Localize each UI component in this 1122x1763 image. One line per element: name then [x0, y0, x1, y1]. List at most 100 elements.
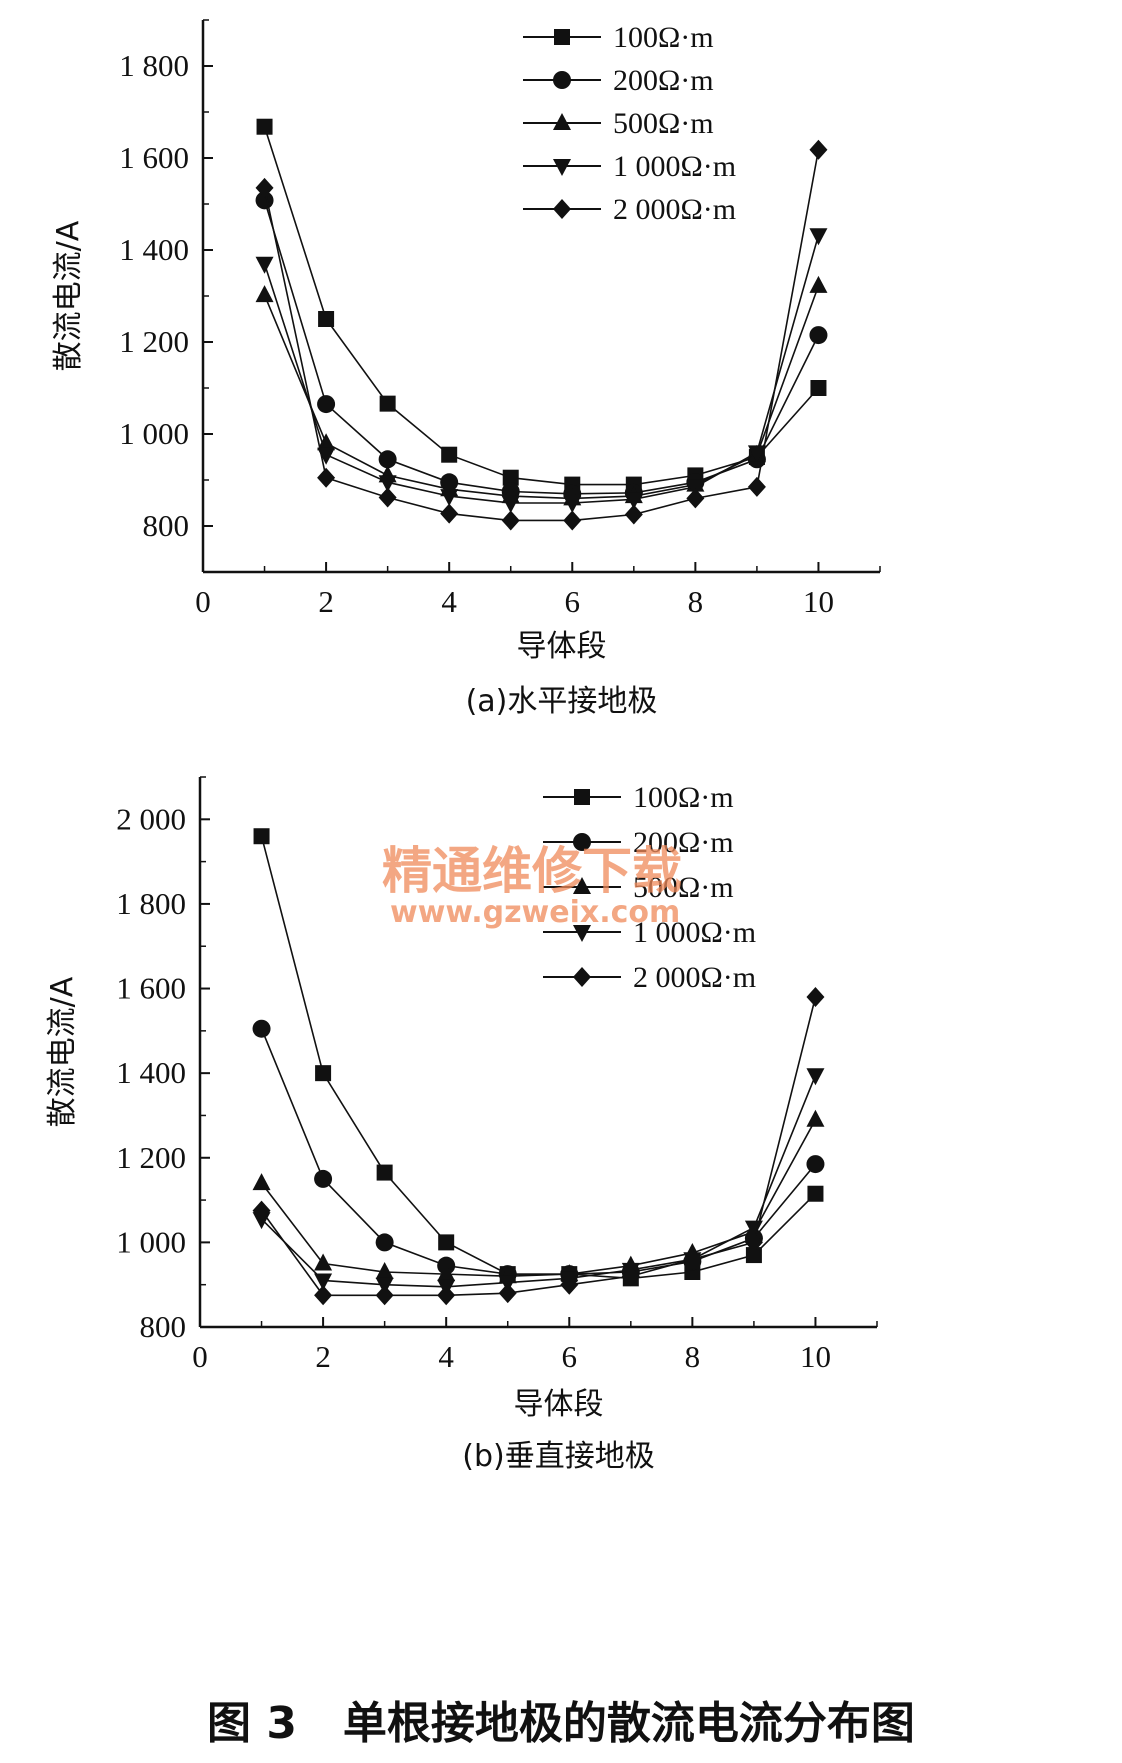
legend-item: 2 000Ω·m	[543, 961, 756, 994]
data-point	[747, 476, 766, 497]
legend-label: 200Ω·m	[633, 826, 734, 859]
y-tick-label: 800	[143, 508, 190, 543]
series-4	[252, 1068, 825, 1297]
y-axis-label: 散流电流/A	[45, 976, 80, 1127]
legend-marker	[574, 789, 590, 805]
data-point	[318, 311, 335, 327]
x-tick-label: 0	[192, 1339, 208, 1374]
data-point	[806, 1109, 825, 1127]
legend-item: 1 000Ω·m	[523, 150, 736, 183]
data-point	[437, 1264, 456, 1282]
series-line	[260, 1074, 817, 1288]
x-tick-label: 2	[318, 584, 334, 619]
data-point	[315, 1065, 332, 1082]
legend-label: 1 000Ω·m	[633, 916, 756, 949]
data-point	[375, 1233, 394, 1252]
data-point	[809, 228, 828, 246]
legend-marker	[554, 29, 570, 45]
data-point	[501, 510, 520, 531]
data-point	[809, 275, 828, 293]
y-tick-label: 1 600	[119, 140, 189, 175]
data-point	[744, 1232, 763, 1253]
y-tick-label: 800	[140, 1309, 187, 1344]
data-point	[440, 489, 459, 507]
y-tick-label: 2 000	[116, 801, 186, 836]
y-tick-label: 1 400	[116, 1055, 186, 1090]
legend-label: 500Ω·m	[613, 107, 714, 140]
x-tick-label: 4	[438, 1339, 454, 1374]
data-point	[314, 1253, 333, 1271]
data-point	[255, 177, 274, 198]
data-point	[252, 1173, 271, 1191]
series-4	[255, 228, 828, 513]
y-tick-label: 1 200	[119, 324, 189, 359]
legend: 100Ω·m 200Ω·m 500Ω·m 1 000Ω·m 2 000Ω·m	[543, 781, 756, 994]
figure-title: 图 3 单根接地极的散流电流分布图	[207, 1698, 915, 1749]
data-point	[498, 1283, 517, 1304]
series-line	[260, 1028, 817, 1275]
legend-label: 500Ω·m	[633, 871, 734, 904]
chart-a-horizontal-electrode: 800 1 000 1 200 1 400 1 600 1 800 0 2 4 6 8 10 散流电流/…	[51, 19, 881, 719]
x-tick-label: 10	[803, 584, 834, 619]
data-point	[317, 433, 336, 451]
data-point	[809, 139, 828, 160]
legend-label: 100Ω·m	[613, 21, 714, 54]
data-point	[809, 326, 828, 345]
data-point	[440, 503, 459, 524]
legend-marker	[553, 113, 571, 130]
series-line	[263, 126, 820, 486]
y-tick-label: 1 000	[119, 416, 189, 451]
legend-marker	[573, 833, 591, 851]
data-point	[745, 1247, 762, 1264]
y-tick-label: 1 400	[119, 232, 189, 267]
data-point	[314, 1169, 333, 1188]
data-point	[255, 191, 274, 210]
data-point	[317, 447, 336, 465]
data-point	[255, 285, 274, 303]
data-point	[686, 488, 705, 509]
data-point	[806, 1068, 825, 1086]
data-point	[317, 467, 336, 488]
data-point	[810, 380, 827, 396]
x-tick-label: 2	[315, 1339, 331, 1374]
chart-caption: (a)水平接地极	[466, 684, 658, 719]
data-point	[438, 1234, 455, 1251]
data-point	[624, 492, 643, 510]
series-line	[260, 996, 817, 1297]
y-axis-label: 散流电流/A	[51, 220, 86, 371]
legend-item: 500Ω·m	[543, 871, 734, 904]
legend-marker	[553, 71, 571, 89]
data-point	[378, 475, 397, 493]
legend-label: 2 000Ω·m	[613, 193, 736, 226]
data-point	[437, 1285, 456, 1306]
watermark-text: 精通维修下载	[382, 842, 682, 900]
legend-item: 200Ω·m	[543, 826, 734, 859]
x-tick-label: 10	[800, 1339, 831, 1374]
series-line	[263, 149, 820, 522]
data-point	[502, 469, 519, 486]
legend-item: 2 000Ω·m	[523, 193, 736, 226]
data-point	[441, 446, 458, 463]
y-tick-label: 1 000	[116, 1224, 186, 1259]
x-tick-label: 0	[195, 584, 211, 619]
legend-item: 500Ω·m	[523, 107, 714, 140]
x-tick-label: 4	[441, 584, 457, 619]
legend-marker	[553, 159, 571, 176]
data-point	[317, 395, 336, 414]
legend-marker	[573, 925, 591, 942]
legend-item: 100Ω·m	[523, 21, 714, 54]
legend-marker	[553, 199, 571, 219]
data-point	[252, 1019, 271, 1038]
data-point	[378, 487, 397, 508]
data-point	[560, 1274, 579, 1295]
data-point	[253, 828, 270, 845]
y-tick-label: 1 800	[119, 48, 189, 83]
data-point	[621, 1266, 640, 1287]
data-point	[378, 450, 397, 469]
data-point	[501, 496, 520, 513]
legend-item: 1 000Ω·m	[543, 916, 756, 949]
legend-item: 200Ω·m	[523, 64, 714, 97]
x-tick-label: 6	[562, 1339, 578, 1374]
chart-b-vertical-electrode: 800 1 000 1 200 1 400 1 600 1 800 2 000 0 2 4 6 8 10…	[45, 776, 878, 1474]
x-axis-label: 导体段	[517, 629, 607, 664]
